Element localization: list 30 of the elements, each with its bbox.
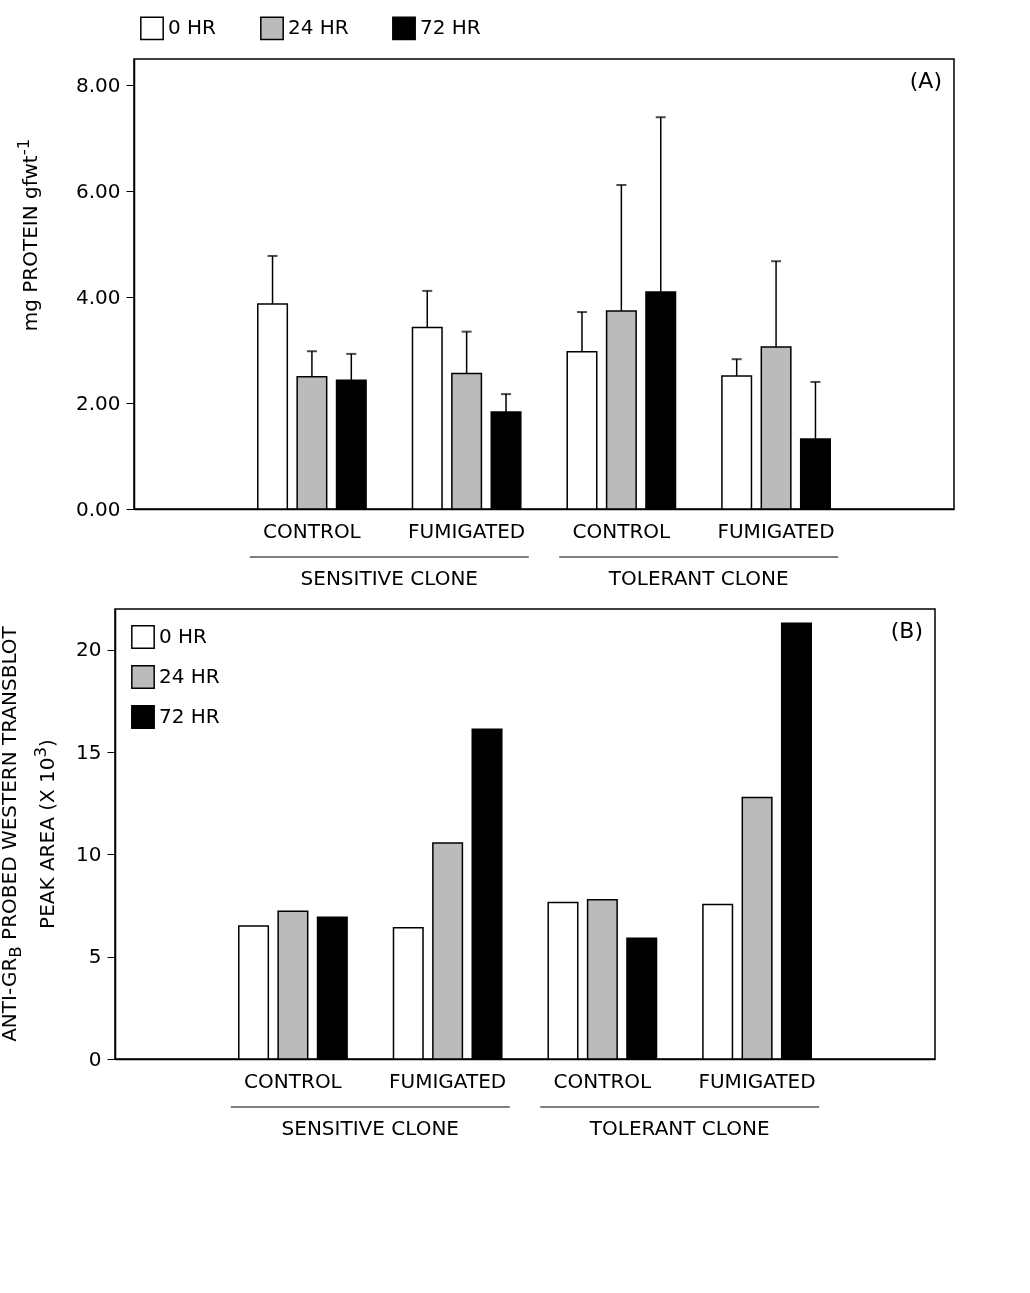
legend-label: 72 HR [420, 15, 481, 40]
x-tick-label: FUMIGATED [408, 518, 526, 543]
y-tick-label: 2.00 [75, 390, 121, 415]
y-tick-label: 20 [76, 637, 102, 662]
x-tick-label: CONTROL [572, 518, 672, 543]
text: TOLERANT CLONE [607, 566, 789, 590]
x-tick-label: CONTROL [244, 1068, 343, 1093]
legend-label: 0 HR [168, 15, 217, 40]
legend-label: 24 HR [288, 15, 349, 40]
chart-title: (B) [890, 618, 923, 643]
x-tick-label: FUMIGATED [389, 1068, 507, 1093]
x-tick-label: FUMIGATED [698, 1068, 816, 1093]
y-tick-label: 4.00 [75, 284, 121, 309]
legend-label: 72 HR [159, 704, 220, 728]
y-tick-label: 0.00 [75, 496, 121, 521]
x-tick-label: CONTROL [263, 518, 362, 543]
y-tick-label: 15 [76, 739, 102, 764]
y-tick-label: 0 [88, 1046, 102, 1071]
y-tick-label: 8.00 [75, 72, 121, 97]
chart-title: (A) [909, 68, 942, 93]
legend-label: 0 HR [159, 624, 208, 648]
y-tick-label: 10 [76, 841, 102, 866]
y-tick-label: 5 [88, 944, 102, 969]
text: SENSITIVE CLONE [281, 1116, 459, 1140]
legend-label: 24 HR [159, 664, 220, 688]
y-tick-label: 6.00 [75, 178, 121, 203]
text: SENSITIVE CLONE [300, 566, 478, 590]
text: TOLERANT CLONE [588, 1116, 770, 1140]
x-tick-label: CONTROL [553, 1068, 653, 1093]
x-tick-label: FUMIGATED [717, 518, 835, 543]
